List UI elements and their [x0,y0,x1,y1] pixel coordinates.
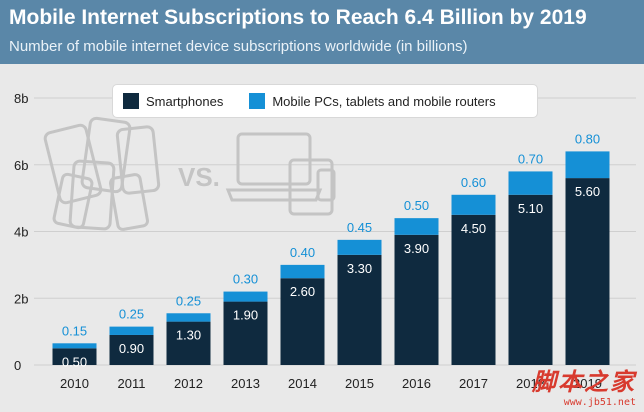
y-tick-label: 8b [14,91,28,106]
y-tick-label: 0 [14,358,21,373]
y-axis: 0 2b 4b 6b 8b [14,91,28,373]
vs-label: VS. [178,162,220,192]
bar-smartphones [394,234,439,365]
bar-label-smartphones: 1.30 [176,328,201,343]
bar-label-smartphones: 4.50 [461,221,486,236]
chart-title: Mobile Internet Subscriptions to Reach 6… [9,6,587,29]
bar-label-other: 0.15 [62,323,87,338]
legend-swatch-smartphones [123,93,139,109]
bar-label-smartphones: 5.60 [575,184,600,199]
x-tick-label: 2014 [288,376,317,391]
x-tick-label: 2018 [516,376,545,391]
bar-label-smartphones: 5.10 [518,201,543,216]
bars [52,151,610,365]
x-tick-label: 2019 [573,376,602,391]
bar-labels: 0.50 0.15 0.90 0.25 1.30 0.25 1.90 0.30 2.60 0.40… [62,131,600,369]
bar-smartphones [337,254,382,365]
devices-illustration [43,116,336,231]
bar-smartphones [223,301,268,365]
bar-smartphones [166,321,211,365]
y-tick-label: 4b [14,225,28,240]
bar-other [508,171,553,195]
legend-label-other: Mobile PCs, tablets and mobile routers [272,93,496,109]
bar-smartphones [508,194,553,365]
x-tick-label: 2011 [118,376,146,391]
x-tick-label: 2015 [345,376,374,391]
x-tick-label: 2012 [174,376,203,391]
bar-smartphones [451,214,496,365]
phones-icon [43,116,161,231]
x-axis: 2010 2011 2012 2013 2014 2015 2016 2017 2018 2019 [60,376,602,391]
bar-label-smartphones: 0.90 [119,341,144,356]
bar-label-other: 0.70 [518,151,543,166]
bar-other [52,343,97,349]
chart-header: Mobile Internet Subscriptions to Reach 6… [0,0,644,64]
legend-swatch-other [249,93,266,109]
bar-label-other: 0.30 [233,272,258,287]
bar-smartphones [109,334,154,365]
laptop-tablet-icon [225,132,336,216]
bar-label-other: 0.50 [404,198,429,213]
bar-label-other: 0.60 [461,175,486,190]
legend-item-other: Mobile PCs, tablets and mobile routers [249,93,496,109]
bar-label-smartphones: 3.30 [347,261,372,276]
chart-subtitle: Number of mobile internet device subscri… [9,38,468,55]
bar-label-other: 0.45 [347,220,372,235]
bar-smartphones [280,278,325,365]
bar-other [394,218,439,235]
bar-label-other: 0.25 [119,307,144,322]
bar-other [451,194,496,215]
bar-label-other: 0.25 [176,293,201,308]
bar-other [223,291,268,302]
bar-label-smartphones: 0.50 [62,354,87,369]
y-tick-label: 6b [14,158,28,173]
legend-item-smartphones: Smartphones [123,93,223,109]
bar-smartphones [565,178,610,365]
bar-smartphones [52,348,97,365]
legend: Smartphones Mobile PCs, tablets and mobi… [112,84,538,118]
bar-label-smartphones: 3.90 [404,241,429,256]
x-tick-label: 2013 [231,376,260,391]
bar-other [109,326,154,335]
legend-label-smartphones: Smartphones [146,93,224,109]
y-tick-label: 2b [14,291,28,306]
bar-label-other: 0.80 [575,131,600,146]
bar-label-smartphones: 1.90 [233,308,258,323]
x-tick-label: 2010 [60,376,89,391]
x-tick-label: 2016 [402,376,431,391]
bar-other [565,151,610,179]
bar-other [280,264,325,279]
bar-label-smartphones: 2.60 [290,284,315,299]
bar-label-other: 0.40 [290,245,315,260]
bar-other [337,239,382,255]
x-tick-label: 2017 [459,376,488,391]
bar-other [166,313,211,322]
